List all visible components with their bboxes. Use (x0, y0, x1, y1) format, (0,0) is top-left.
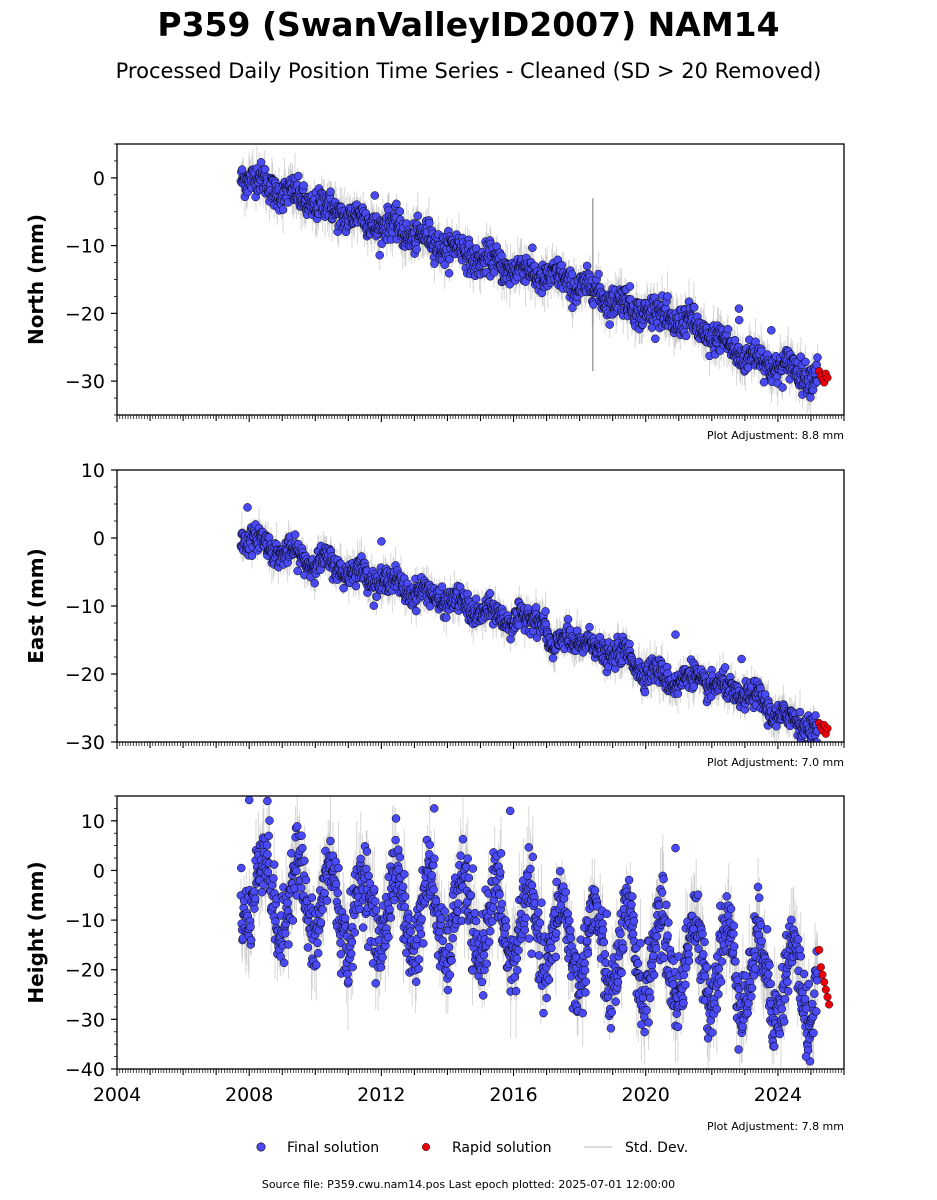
final-solution-point (640, 687, 650, 697)
final-solution-point (395, 207, 405, 216)
final-solution-point (730, 335, 740, 345)
final-solution-point (506, 634, 515, 644)
y-tick-label: −30 (65, 732, 105, 754)
y-tick-label: −10 (65, 236, 105, 258)
east-panel: 10 0 −10 −20 −30 East (mm) Plot Adjustment: 7.… (24, 460, 845, 769)
final-solution-point (413, 211, 423, 221)
final-solution-point (605, 320, 614, 329)
final-solution-point (673, 689, 683, 698)
y-axis-label: East (mm) (24, 548, 48, 664)
final-solution-point (594, 269, 603, 279)
y-tick-label: 10 (81, 460, 105, 482)
plot-area (236, 145, 832, 415)
final-solution-point (293, 566, 302, 576)
final-solution-point (585, 622, 594, 632)
final-solution-point (485, 589, 495, 598)
plot-adjustment-label: Plot Adjustment: 7.0 mm (707, 756, 844, 769)
final-solution-point (723, 324, 733, 334)
final-solution-point (294, 171, 303, 181)
final-solution-point (801, 357, 810, 367)
final-solution-point (589, 300, 598, 309)
final-solution-point (651, 334, 660, 344)
outlier-point (370, 191, 380, 200)
outlier-point (671, 630, 680, 639)
final-solution-point (625, 639, 634, 649)
y-tick-label: 0 (93, 528, 105, 550)
final-solution-point (437, 582, 447, 591)
final-solution-point (582, 261, 592, 271)
rapid-solution-point (823, 373, 832, 382)
final-solution-point (689, 303, 699, 312)
y-tick-label: −20 (65, 303, 105, 325)
final-solution-point (444, 269, 454, 278)
north-panel: 0 −10 −20 −30 North (mm) Plot Adjustment: 8.8… (24, 143, 845, 442)
y-tick-label: −20 (65, 664, 105, 686)
final-solution-point (278, 205, 288, 214)
final-solution-point (440, 260, 449, 269)
final-solution-point (595, 632, 605, 642)
y-tick-label: 0 (93, 168, 105, 190)
plot-adjustment-label: Plot Adjustment: 8.8 mm (707, 429, 844, 442)
plot-area (236, 503, 832, 742)
final-solution-point (290, 530, 300, 539)
final-solution-point (430, 259, 439, 268)
final-solution-point (310, 578, 319, 588)
final-solution-point (369, 601, 379, 610)
final-solution-point (412, 245, 421, 254)
final-solution-point (445, 254, 454, 264)
final-solution-point (299, 181, 308, 190)
final-solution-point (812, 738, 822, 742)
final-solution-point (471, 594, 481, 604)
final-solution-point (795, 707, 805, 717)
chart-subtitle: Processed Daily Position Time Series - C… (116, 59, 822, 83)
final-solution-point (442, 613, 451, 622)
final-solution-point (528, 243, 537, 253)
final-solution-point (563, 614, 573, 624)
final-solution-points (236, 503, 832, 742)
final-solution-point (567, 270, 577, 279)
final-solution-point (531, 603, 541, 612)
final-solution-point (778, 383, 787, 392)
y-tick-label: −10 (65, 596, 105, 618)
outlier-point (767, 326, 776, 335)
final-solution-point (548, 653, 558, 663)
y-tick-label: −30 (65, 371, 105, 393)
y-axis-label: North (mm) (24, 214, 48, 345)
outlier-point (734, 315, 744, 325)
final-solution-points (236, 158, 832, 402)
final-solution-point (411, 606, 421, 616)
final-solution-point (796, 352, 806, 361)
final-solution-point (720, 663, 730, 672)
outlier-point (377, 537, 386, 546)
final-solution-point (813, 353, 822, 362)
final-solution-point (256, 158, 266, 167)
final-solution-point (247, 551, 257, 560)
outlier-point (737, 654, 746, 664)
final-solution-point (806, 393, 815, 402)
plot-area (236, 796, 834, 1069)
final-solution-point (392, 199, 401, 209)
final-solution-point (260, 165, 270, 174)
final-solution-point (625, 282, 635, 291)
final-solution-point (811, 711, 820, 720)
final-solution-point (751, 337, 760, 347)
outlier-point (243, 503, 252, 512)
final-solution-point (663, 292, 672, 301)
chart-title: P359 (SwanValleyID2007) NAM14 (157, 5, 779, 44)
final-solution-point (351, 581, 361, 591)
final-solution-point (557, 260, 566, 270)
final-solution-point (425, 218, 434, 228)
final-solution-point (375, 250, 384, 260)
final-solution-point (681, 331, 691, 341)
outlier-point (734, 304, 744, 313)
final-solution-point (237, 165, 247, 174)
final-solution-point (326, 187, 335, 196)
final-solution-point (339, 583, 348, 593)
final-solution-point (541, 607, 550, 616)
rapid-solution-point (823, 724, 832, 733)
